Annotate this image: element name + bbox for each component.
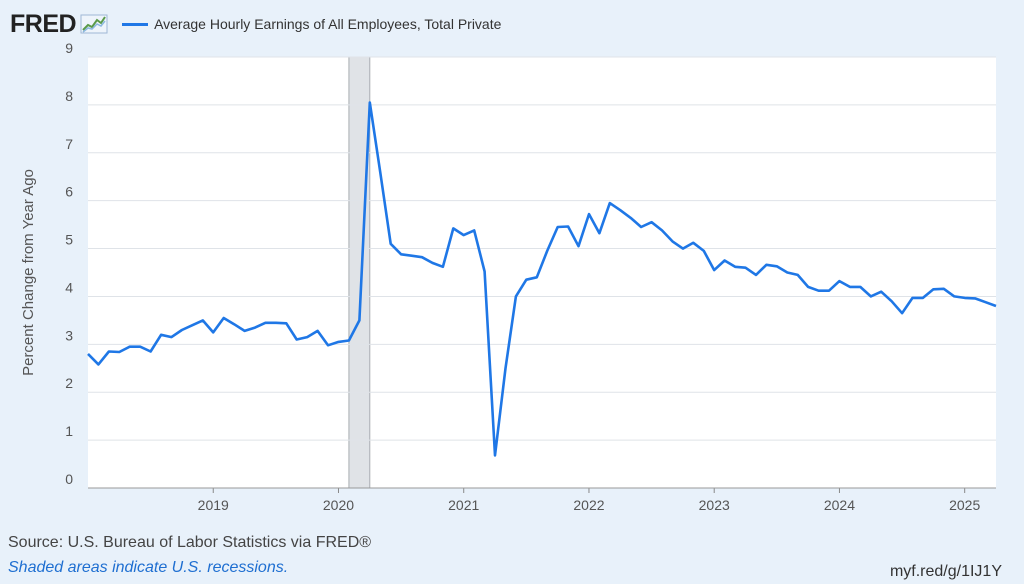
x-tick-label: 2025 [949,497,980,513]
x-tick-label: 2023 [699,497,730,513]
x-tick-label: 2024 [824,497,855,513]
recession-shade [348,56,371,489]
y-tick-label: 8 [65,88,73,104]
y-tick-label: 5 [65,232,73,248]
chart-header: FRED Average Hourly Earnings of All Empl… [10,8,501,40]
legend: Average Hourly Earnings of All Employees… [122,16,501,32]
line-chart-icon [80,14,108,34]
y-tick-label: 9 [65,40,73,56]
y-tick-label: 1 [65,423,73,439]
y-tick-label: 0 [65,471,73,487]
legend-label: Average Hourly Earnings of All Employees… [154,16,502,32]
y-tick-label: 2 [65,375,73,391]
y-tick-label: 4 [65,279,73,295]
legend-swatch [122,22,149,26]
fred-logo[interactable]: FRED [10,9,77,38]
series-line[interactable] [87,101,997,457]
y-tick-label: 6 [65,184,73,200]
y-axis-label: Percent Change from Year Ago [20,169,37,376]
source-note: Source: U.S. Bureau of Labor Statistics … [8,534,372,551]
y-tick-label: 7 [65,136,73,152]
recession-note: Shaded areas indicate U.S. recessions. [8,559,289,576]
x-tick-label: 2019 [198,497,229,513]
x-tick-label: 2022 [573,497,604,513]
y-tick-label: 3 [65,327,73,343]
x-tick-label: 2021 [448,497,479,513]
plot-area [88,57,996,488]
x-tick-label: 2020 [323,497,354,513]
short-link[interactable]: myf.red/g/1IJ1Y [889,563,1002,580]
